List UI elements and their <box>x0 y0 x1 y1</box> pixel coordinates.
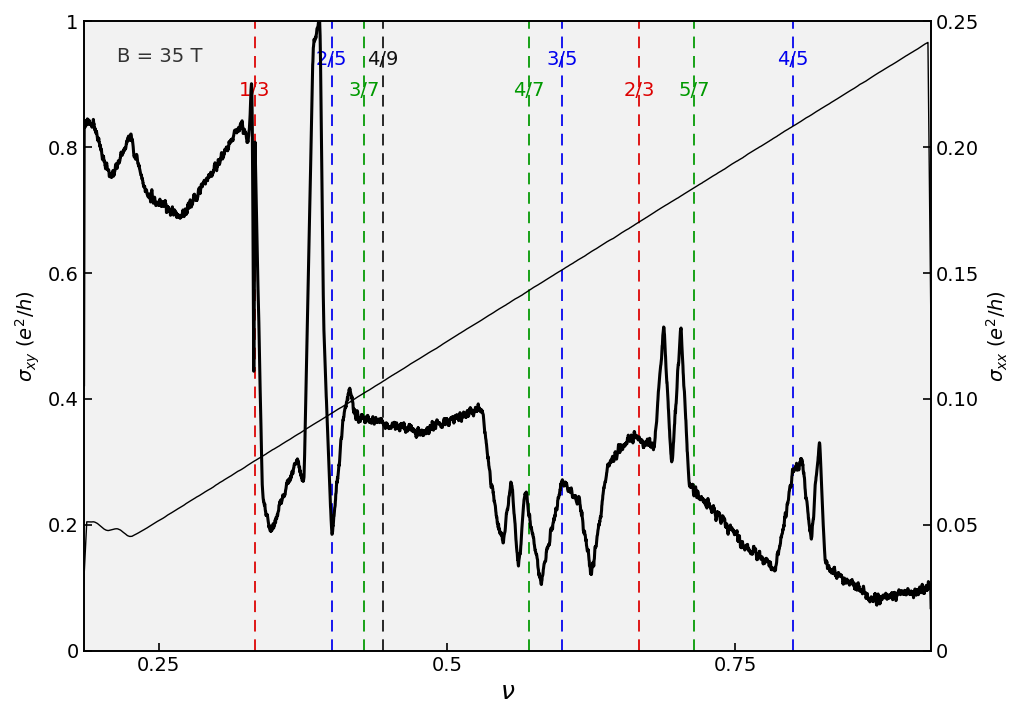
Text: 2/3: 2/3 <box>624 81 654 100</box>
X-axis label: $\nu$: $\nu$ <box>500 680 515 704</box>
Text: 4/9: 4/9 <box>367 50 398 69</box>
Text: 3/5: 3/5 <box>547 50 578 69</box>
Y-axis label: $\sigma_{xx}$ ($e^2/h$): $\sigma_{xx}$ ($e^2/h$) <box>985 290 1010 382</box>
Y-axis label: $\sigma_{xy}$ ($e^2/h$): $\sigma_{xy}$ ($e^2/h$) <box>14 290 42 382</box>
Text: 4/5: 4/5 <box>777 50 809 69</box>
Text: 3/7: 3/7 <box>349 81 380 100</box>
Text: 4/7: 4/7 <box>513 81 545 100</box>
Text: 1/3: 1/3 <box>239 81 270 100</box>
Text: 2/5: 2/5 <box>315 50 347 69</box>
Text: 5/7: 5/7 <box>678 81 710 100</box>
Text: B = 35 T: B = 35 T <box>118 47 203 65</box>
